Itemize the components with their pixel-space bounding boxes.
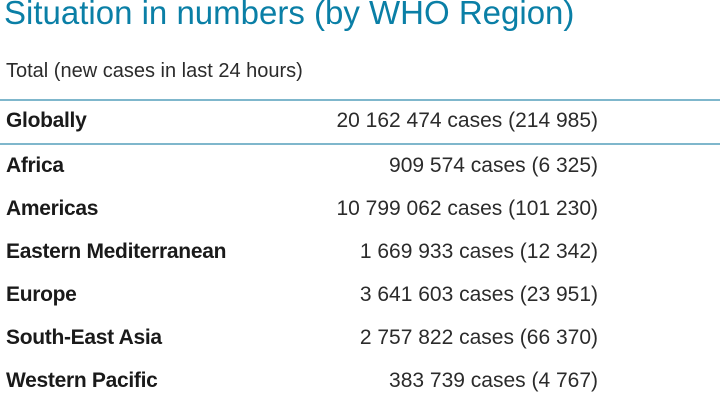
table-row-south-east-asia: South-East Asia 2 757 822 cases (66 370) <box>0 320 720 360</box>
region-name: Africa <box>6 154 64 177</box>
table-row-americas: Americas 10 799 062 cases (101 230) <box>0 191 720 231</box>
table-top-divider <box>0 99 720 101</box>
region-value: 909 574 cases (6 325) <box>389 154 598 177</box>
table-row-europe: Europe 3 641 603 cases (23 951) <box>0 277 720 317</box>
table-row-eastern-mediterranean: Eastern Mediterranean 1 669 933 cases (1… <box>0 234 720 274</box>
region-value: 1 669 933 cases (12 342) <box>359 240 598 263</box>
page-title: Situation in numbers (by WHO Region) <box>4 0 575 31</box>
region-name: Europe <box>6 283 77 306</box>
global-divider <box>0 143 720 145</box>
region-name: Eastern Mediterranean <box>6 240 227 263</box>
region-value: 383 739 cases (4 767) <box>389 369 598 392</box>
table-row-global: Globally 20 162 474 cases (214 985) <box>0 103 720 143</box>
page-subtitle: Total (new cases in last 24 hours) <box>6 60 303 82</box>
table-row-africa: Africa 909 574 cases (6 325) <box>0 148 720 188</box>
region-value: 10 799 062 cases (101 230) <box>336 197 598 220</box>
region-value: 2 757 822 cases (66 370) <box>359 326 598 349</box>
region-value-global: 20 162 474 cases (214 985) <box>336 109 598 132</box>
region-value: 3 641 603 cases (23 951) <box>359 283 598 306</box>
region-name: Americas <box>6 197 99 220</box>
table-row-western-pacific: Western Pacific 383 739 cases (4 767) <box>0 363 720 403</box>
region-name: Western Pacific <box>6 369 158 392</box>
region-name: South-East Asia <box>6 326 162 349</box>
region-name-global: Globally <box>6 109 87 132</box>
